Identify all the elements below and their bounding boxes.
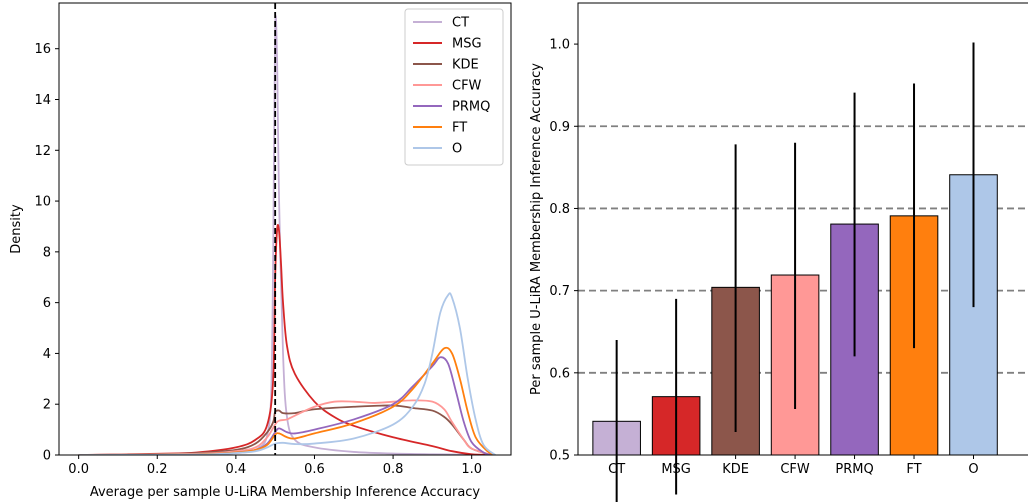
legend-label-msg: MSG (452, 37, 482, 52)
bar-x-tick-label: CFW (780, 462, 810, 477)
density-y-tick-label: 12 (34, 144, 51, 159)
density-x-tick-label: 1.0 (461, 462, 482, 477)
density-curve-cfw (78, 399, 492, 455)
bar-plot-frame (577, 2, 1028, 456)
density-curve-o (78, 292, 496, 455)
bar-x-tick-label: PRMQ (835, 462, 873, 477)
density-plot-frame (58, 2, 512, 456)
density-y-tick-label: 2 (43, 398, 51, 413)
legend-label-kde: KDE (452, 58, 479, 73)
bar-plot: CT MSG KDE CFW PRMQ FT O 0.5 0.6 0.7 0.8 0.9 1.0 Pe… (529, 2, 1028, 502)
density-y-tick-label: 8 (43, 245, 51, 260)
density-curve-ft (78, 346, 496, 455)
density-y-tick-label: 14 (34, 93, 51, 108)
density-x-tick-label: 0.2 (147, 462, 168, 477)
density-y-tick-label: 6 (43, 296, 51, 311)
density-plot: 0.0 0.2 0.4 0.6 0.8 1.0 0 2 4 6 8 10 12 14 16 Average… (9, 2, 512, 500)
density-y-axis: 0 2 4 6 8 10 12 14 16 (34, 42, 59, 464)
bar-x-tick-label: KDE (722, 462, 749, 477)
legend-label-ct: CT (452, 16, 469, 31)
legend-label-prmq: PRMQ (452, 100, 490, 115)
bar-y-axis: 0.5 0.6 0.7 0.8 0.9 1.0 (549, 38, 578, 464)
bar-x-tick-label: O (968, 462, 978, 477)
density-legend-items: CT MSG KDE CFW PRMQ FT O (413, 16, 490, 157)
bar-x-tick-label: FT (906, 462, 921, 477)
bar-y-tick-label: 0.5 (549, 449, 570, 464)
density-x-tick-label: 0.0 (68, 462, 89, 477)
bar-x-tick-label: CT (608, 462, 625, 477)
bar-y-tick-label: 0.8 (549, 202, 570, 217)
density-y-tick-label: 16 (34, 42, 51, 57)
bar-x-axis: CT MSG KDE CFW PRMQ FT O (608, 455, 979, 477)
bar-x-tick-label: MSG (661, 462, 691, 477)
bar-y-tick-label: 0.9 (549, 120, 570, 135)
density-curves (78, 15, 496, 455)
bar-y-tick-label: 0.7 (549, 284, 570, 299)
density-y-tick-label: 4 (43, 347, 51, 362)
legend-label-ft: FT (452, 121, 467, 136)
density-x-axis: 0.0 0.2 0.4 0.6 0.8 1.0 (68, 455, 482, 477)
legend-label-cfw: CFW (452, 79, 482, 94)
density-y-tick-label: 10 (34, 195, 51, 210)
density-curve-kde (78, 404, 492, 455)
bar-y-axis-label: Per sample U-LiRA Membership Inference A… (529, 63, 544, 395)
legend-label-o: O (452, 142, 462, 157)
error-bars (615, 42, 975, 502)
density-x-tick-label: 0.4 (226, 462, 247, 477)
density-curve-ct (78, 15, 492, 455)
density-curve-msg (78, 223, 492, 455)
density-x-tick-label: 0.8 (383, 462, 404, 477)
bar-y-tick-label: 1.0 (549, 38, 570, 53)
density-y-axis-label: Density (9, 204, 24, 254)
density-x-axis-label: Average per sample U-LiRA Membership Inf… (90, 485, 481, 500)
density-y-tick-label: 0 (43, 449, 51, 464)
density-legend: CT MSG KDE CFW PRMQ FT O (404, 8, 504, 166)
bar-y-tick-label: 0.6 (549, 366, 570, 381)
density-x-tick-label: 0.6 (304, 462, 325, 477)
